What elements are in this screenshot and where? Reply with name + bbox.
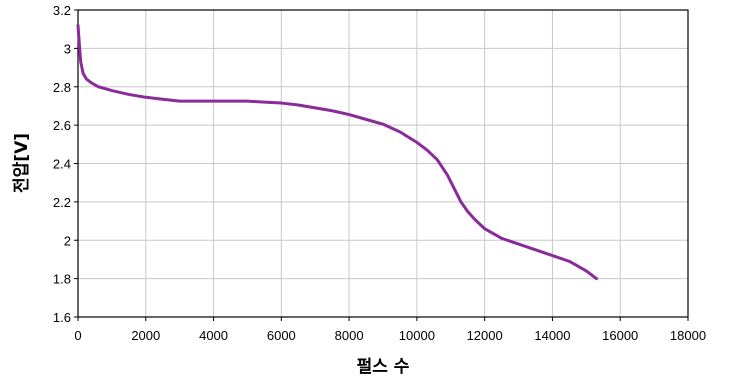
series-line-0 [76, 23, 598, 281]
x-tick-label: 10000 [399, 328, 435, 343]
x-tick-label: 0 [74, 328, 81, 343]
series-group [76, 23, 598, 281]
x-tick-label: 4000 [199, 328, 228, 343]
y-tick-label: 2 [64, 233, 71, 248]
y-tick-label: 2.4 [53, 157, 71, 172]
y-tick-label: 3 [64, 41, 71, 56]
y-axis-title: 전압[V] [11, 133, 32, 193]
y-tick-label: 2.6 [53, 118, 71, 133]
x-tick-label: 12000 [467, 328, 503, 343]
x-tick-label: 16000 [602, 328, 638, 343]
y-tick-label: 2.2 [53, 195, 71, 210]
y-tick-label: 1.6 [53, 310, 71, 325]
x-tick-label: 14000 [534, 328, 570, 343]
x-axis: 0 2000 4000 6000 8000 10000 12000 14000 16000 180… [74, 317, 706, 343]
y-axis: 1.6 1.8 2 2.2 2.4 2.6 2.8 3 3.2 [53, 3, 78, 325]
x-tick-label: 8000 [335, 328, 364, 343]
y-tick-label: 2.8 [53, 80, 71, 95]
x-axis-title: 펄스 수 [357, 357, 410, 377]
x-tick-label: 6000 [267, 328, 296, 343]
y-tick-label: 3.2 [53, 3, 71, 18]
x-tick-label: 18000 [670, 328, 706, 343]
y-tick-label: 1.8 [53, 272, 71, 287]
x-tick-label: 2000 [131, 328, 160, 343]
